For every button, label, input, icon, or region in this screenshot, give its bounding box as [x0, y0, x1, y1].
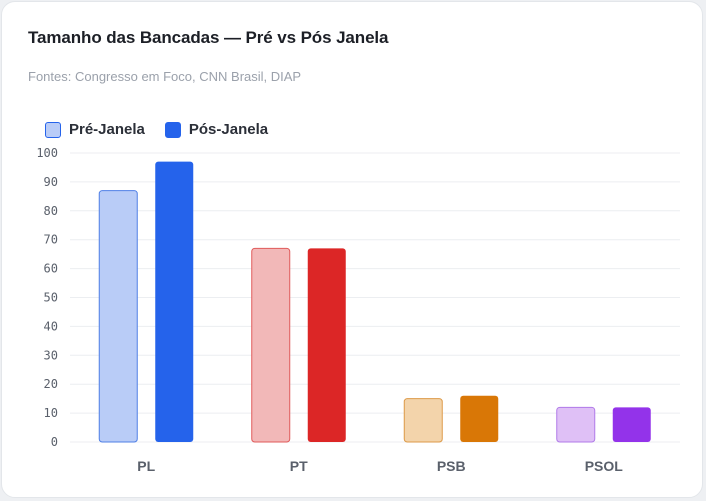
y-tick-label: 10 [44, 406, 58, 420]
bar-psb-post[interactable] [460, 395, 499, 442]
bar-pl-post[interactable] [155, 161, 194, 443]
y-tick-label: 90 [44, 175, 58, 189]
x-axis-labels: PL PT PSB PSOL [137, 458, 623, 474]
y-tick-label: 30 [44, 348, 58, 362]
bar-pl-pre[interactable] [98, 190, 138, 443]
y-tick-label: 60 [44, 262, 58, 276]
y-tick-label: 0 [51, 435, 58, 449]
legend-label-pre: Pré-Janela [69, 121, 145, 138]
y-tick-label: 100 [36, 146, 58, 160]
bar-pt-post[interactable] [307, 248, 346, 442]
legend-swatch-pre [45, 121, 61, 138]
y-tick-label: 80 [44, 204, 58, 218]
x-tick-label-pl: PL [137, 458, 155, 474]
x-tick-label-psol: PSOL [585, 458, 624, 474]
bars [98, 161, 651, 443]
bar-pt-pre[interactable] [251, 247, 291, 443]
y-tick-label: 70 [44, 233, 58, 247]
legend-item-pre[interactable]: Pré-Janela [45, 121, 145, 138]
bar-psol-post[interactable] [612, 407, 651, 442]
chart-subtitle: Fontes: Congresso em Foco, CNN Brasil, D… [28, 69, 302, 84]
legend-item-post[interactable]: Pós-Janela [164, 121, 269, 138]
y-tick-label: 50 [44, 291, 58, 305]
y-tick-label: 20 [44, 377, 58, 391]
y-axis-ticks: 0 10 20 30 40 50 60 70 80 90 100 [36, 146, 58, 449]
legend-swatch-post [164, 121, 181, 138]
bar-psol-pre[interactable] [556, 406, 596, 443]
legend-label-post: Pós-Janela [188, 121, 269, 138]
bar-psb-pre[interactable] [403, 398, 443, 443]
y-tick-label: 40 [44, 319, 58, 333]
x-tick-label-psb: PSB [437, 458, 466, 474]
x-tick-label-pt: PT [290, 458, 308, 474]
chart-title: Tamanho das Bancadas — Pré vs Pós Janela [28, 28, 389, 47]
chart-legend: Pré-Janela Pós-Janela [45, 121, 288, 138]
